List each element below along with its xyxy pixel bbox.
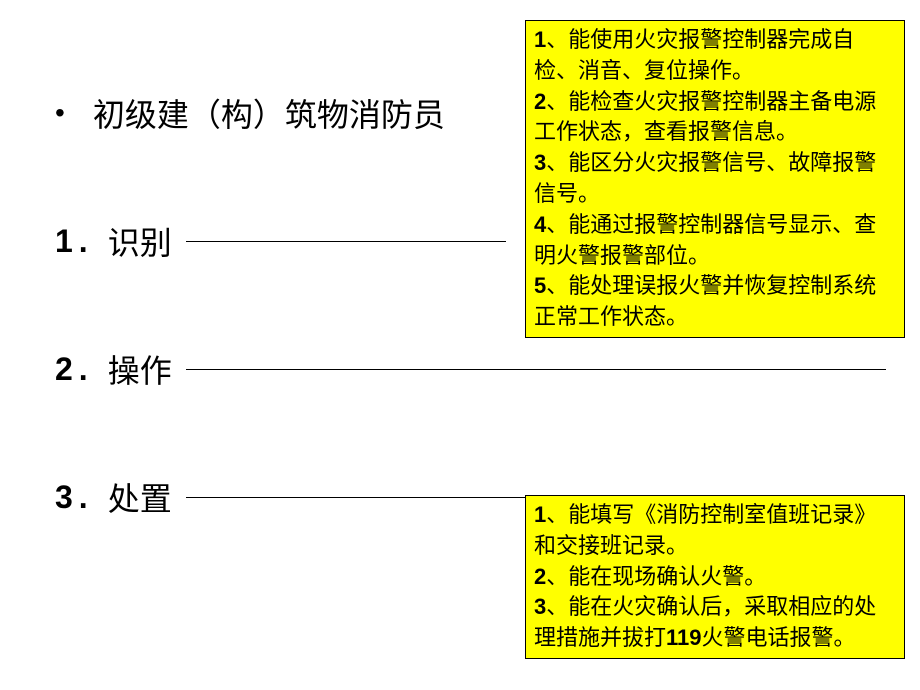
callout-line: 5、能处理误报火警并恢复控制系统正常工作状态。	[534, 271, 896, 333]
callout-sep: 、	[546, 273, 568, 298]
callout-sep: 、	[546, 27, 568, 52]
callout-sep: 、	[546, 564, 568, 589]
callout-num: 2	[534, 89, 546, 114]
callout-text: 能使用火灾报警控制器完成自检、消音、复位操作。	[534, 27, 854, 83]
callout-sep: 、	[546, 150, 568, 175]
title-bullet: •	[55, 97, 65, 129]
callout-num: 1	[534, 502, 546, 527]
callout-sep: 、	[546, 212, 568, 237]
callout-text-post: 火警电话报警。	[702, 625, 856, 650]
callout-num: 5	[534, 273, 546, 298]
item-label-3: 处置	[108, 474, 172, 520]
item-line-2	[186, 369, 886, 370]
callout-sep: 、	[546, 89, 568, 114]
callout-num: 3	[534, 150, 546, 175]
callout-text: 能通过报警控制器信号显示、查明火警报警部位。	[534, 212, 876, 268]
item-dot-3: .	[79, 479, 88, 516]
item-line-1	[186, 241, 506, 242]
callout-bottom: 1、能填写《消防控制室值班记录》和交接班记录。2、能在现场确认火警。3、能在火灾…	[525, 495, 905, 659]
item-num-1: 1	[55, 223, 73, 260]
item-dot-2: .	[79, 351, 88, 388]
item-label-1: 识别	[108, 218, 172, 264]
callout-line: 3、能区分火灾报警信号、故障报警信号。	[534, 148, 896, 210]
callout-text: 能处理误报火警并恢复控制系统正常工作状态。	[534, 273, 876, 329]
callout-text: 能填写《消防控制室值班记录》和交接班记录。	[534, 502, 876, 558]
item-num-2: 2	[55, 351, 73, 388]
callout-bold: 119	[666, 625, 702, 650]
callout-text: 能检查火灾报警控制器主备电源工作状态，查看报警信息。	[534, 89, 876, 145]
title-row: • 初级建（构）筑物消防员	[55, 90, 445, 136]
callout-num: 3	[534, 594, 546, 619]
callout-line: 2、能在现场确认火警。	[534, 562, 896, 593]
callout-line: 1、能填写《消防控制室值班记录》和交接班记录。	[534, 500, 896, 562]
callout-num: 2	[534, 564, 546, 589]
callout-line: 1、能使用火灾报警控制器完成自检、消音、复位操作。	[534, 25, 896, 87]
item-dot-1: .	[79, 223, 88, 260]
item-label-2: 操作	[108, 346, 172, 392]
callout-text: 能区分火灾报警信号、故障报警信号。	[534, 150, 876, 206]
title-text: 初级建（构）筑物消防员	[93, 90, 445, 136]
callout-top: 1、能使用火灾报警控制器完成自检、消音、复位操作。2、能检查火灾报警控制器主备电…	[525, 20, 905, 338]
callout-text: 能在现场确认火警。	[568, 564, 766, 589]
item-num-3: 3	[55, 479, 73, 516]
callout-line: 3、能在火灾确认后，采取相应的处理措施并拔打119火警电话报警。	[534, 592, 896, 654]
item-row-1: 1 . 识别	[55, 218, 506, 264]
callout-num: 4	[534, 212, 546, 237]
item-row-2: 2 . 操作	[55, 346, 886, 392]
callout-num: 1	[534, 27, 546, 52]
slide: • 初级建（构）筑物消防员 1 . 识别 2 . 操作 3 . 处置 1、能使用…	[0, 0, 920, 690]
callout-line: 4、能通过报警控制器信号显示、查明火警报警部位。	[534, 210, 896, 272]
callout-sep: 、	[546, 594, 568, 619]
callout-line: 2、能检查火灾报警控制器主备电源工作状态，查看报警信息。	[534, 87, 896, 149]
callout-sep: 、	[546, 502, 568, 527]
